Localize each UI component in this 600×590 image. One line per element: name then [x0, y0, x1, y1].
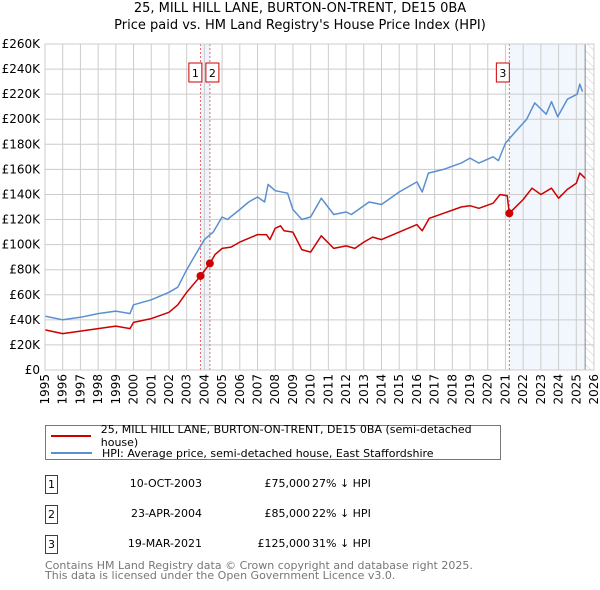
x-tick-label: 2007: [251, 374, 265, 405]
sale-period-shade: [200, 44, 210, 370]
x-tick-label: 2003: [180, 374, 194, 405]
x-tick-label: 2023: [534, 374, 548, 405]
transaction-number: 3: [45, 535, 58, 554]
transaction-row: 1 10-OCT-2003 £75,000 27% ↓ HPI: [45, 475, 545, 495]
x-tick-label: 1997: [73, 374, 87, 405]
x-tick-label: 2006: [233, 374, 247, 405]
sale-point: [196, 271, 205, 280]
sale-point: [505, 209, 514, 218]
x-tick-label: 1996: [56, 374, 70, 405]
sale-label-box: 3: [495, 62, 510, 83]
x-tick-label: 2016: [410, 374, 424, 405]
chart-subtitle: Price paid vs. HM Land Registry's House …: [114, 18, 486, 33]
legend-label: 25, MILL HILL LANE, BURTON-ON-TRENT, DE1…: [100, 423, 472, 449]
footer-licence: This data is licensed under the Open Gov…: [45, 569, 396, 582]
transaction-hpi-diff: 31% ↓ HPI: [312, 537, 371, 550]
y-tick-label: £120K: [2, 213, 42, 227]
x-tick-label: 2008: [268, 374, 282, 405]
y-tick-label: £240K: [2, 62, 42, 76]
transaction-price: £85,000: [264, 507, 311, 520]
sale-label-number: 1: [192, 67, 199, 80]
legend-swatch-blue: [51, 452, 92, 454]
x-tick-label: 2005: [215, 374, 229, 405]
legend-item-property: 25, MILL HILL LANE, BURTON-ON-TRENT, DE1…: [51, 423, 500, 449]
transaction-price: £75,000: [264, 477, 311, 490]
y-tick-label: £20K: [9, 338, 41, 352]
x-tick-label: 2015: [392, 374, 406, 405]
future-hatch: [585, 44, 594, 370]
x-tick-label: 2025: [569, 374, 583, 405]
x-tick-label: 2018: [445, 374, 459, 405]
transaction-row: 3 19-MAR-2021 £125,000 31% ↓ HPI: [45, 535, 545, 555]
x-tick-label: 2002: [162, 374, 176, 405]
transaction-date: 23-APR-2004: [130, 507, 202, 520]
chart-legend: 25, MILL HILL LANE, BURTON-ON-TRENT, DE1…: [45, 423, 501, 460]
transaction-number: 2: [45, 505, 58, 524]
x-tick-label: 2011: [321, 374, 335, 405]
y-tick-label: £40K: [9, 313, 41, 327]
y-tick-label: £200K: [2, 112, 42, 126]
x-tick-label: 2004: [197, 374, 211, 405]
sale-label-border: [205, 62, 220, 83]
transaction-price: £125,000: [257, 537, 311, 550]
sale-label-border: [188, 62, 203, 83]
transaction-number: 1: [45, 475, 58, 494]
y-tick-label: £100K: [2, 238, 42, 252]
sale-label-box: 1: [188, 62, 203, 83]
x-tick-label: 2019: [463, 374, 477, 405]
y-tick-label: £80K: [9, 263, 41, 277]
transaction-date: 19-MAR-2021: [127, 537, 202, 550]
x-tick-label: 1998: [91, 374, 105, 405]
legend-swatch-red: [51, 435, 91, 437]
sale-label-number: 3: [499, 67, 506, 80]
x-tick-label: 2013: [357, 374, 371, 405]
post-sale-shade: [509, 44, 586, 370]
price-chart: £0 £20K £40K £60K £80K £100K £120K £140K £160K £1…: [2, 37, 600, 405]
x-tick-label: 2014: [374, 374, 388, 405]
x-tick-label: 2022: [516, 374, 530, 405]
property-price-line: [44, 172, 586, 335]
x-tick-label: 2021: [498, 374, 512, 405]
legend-item-hpi: HPI: Average price, semi-detached house,…: [51, 446, 434, 460]
chart-title: 25, MILL HILL LANE, BURTON-ON-TRENT, DE1…: [133, 1, 467, 16]
footer-copyright: Contains HM Land Registry data © Crown c…: [45, 559, 473, 572]
y-tick-label: £60K: [9, 288, 41, 302]
x-tick-label: 2026: [587, 374, 600, 405]
x-tick-label: 2012: [339, 374, 353, 405]
x-tick-label: 2001: [144, 374, 158, 405]
sale-point: [205, 259, 214, 268]
sale-label-number: 2: [209, 67, 216, 80]
y-tick-label: £160K: [2, 162, 42, 176]
transaction-row: 2 23-APR-2004 £85,000 22% ↓ HPI: [45, 505, 545, 525]
y-tick-label: £220K: [2, 87, 42, 101]
legend-label: HPI: Average price, semi-detached house,…: [102, 446, 434, 460]
x-tick-label: 1995: [38, 374, 52, 405]
hpi-line: [44, 83, 584, 321]
transaction-hpi-diff: 27% ↓ HPI: [312, 477, 371, 490]
transaction-hpi-diff: 22% ↓ HPI: [312, 507, 371, 520]
x-tick-label: 2020: [481, 374, 495, 405]
x-tick-label: 2000: [127, 374, 141, 405]
transaction-date: 10-OCT-2003: [129, 477, 202, 490]
x-tick-label: 2024: [552, 374, 566, 405]
x-tick-label: 2010: [304, 374, 318, 405]
x-tick-label: 2017: [428, 374, 442, 405]
x-tick-label: 1999: [109, 374, 123, 405]
y-tick-label: £260K: [2, 37, 42, 51]
sale-label-border: [495, 62, 510, 83]
y-tick-label: £180K: [2, 137, 42, 151]
y-tick-label: £0: [25, 363, 40, 377]
y-tick-label: £140K: [2, 187, 42, 201]
x-tick-label: 2009: [286, 374, 300, 405]
plot-border: [44, 43, 595, 371]
sale-label-box: 2: [205, 62, 220, 83]
